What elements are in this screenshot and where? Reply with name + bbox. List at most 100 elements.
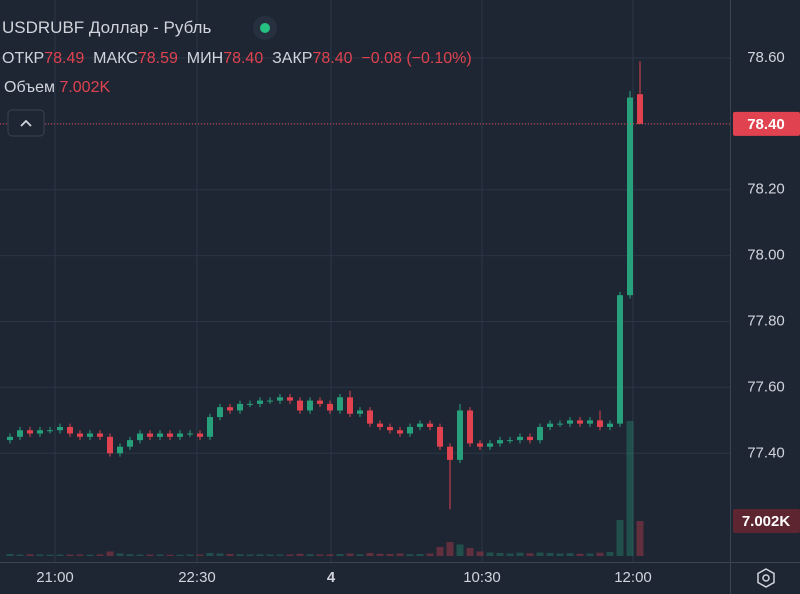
volume-bar <box>406 554 414 556</box>
candle-body <box>597 420 603 427</box>
candle-body <box>347 397 353 414</box>
volume-bar <box>226 554 234 556</box>
volume-bar <box>386 554 394 556</box>
volume-bar <box>236 554 244 556</box>
volume-bar <box>376 553 384 556</box>
volume-bar <box>96 554 104 556</box>
change: −0.08 (−0.10%) <box>361 50 472 67</box>
volume-bar <box>606 552 614 556</box>
candle-body <box>467 410 473 444</box>
x-tick-label: 21:00 <box>36 569 74 586</box>
candle-body <box>497 440 503 444</box>
candle-body <box>327 403 333 411</box>
candle-body <box>617 295 623 424</box>
candle-body <box>287 397 293 401</box>
volume-bar <box>626 421 634 556</box>
candle-body <box>567 420 573 424</box>
candle-body <box>257 400 263 404</box>
candle-body <box>37 430 43 434</box>
settings-icon-center <box>762 574 770 582</box>
low-label: МИН <box>186 50 224 67</box>
candle-body <box>517 436 523 441</box>
volume-bar <box>566 553 574 556</box>
volume-bar <box>206 553 214 556</box>
candle-body <box>447 446 453 460</box>
volume-bar <box>56 554 64 556</box>
x-tick-label: 12:00 <box>614 569 652 586</box>
candle-body <box>177 433 183 437</box>
candle-body <box>577 420 583 424</box>
volume-row: Объем 7.002K <box>4 79 110 97</box>
volume-bar <box>506 553 514 556</box>
volume-bar <box>496 553 504 556</box>
candle-body <box>67 426 73 434</box>
volume-bar <box>86 554 94 556</box>
low-value: 78.40 <box>223 50 264 67</box>
x-tick-label: 22:30 <box>178 569 216 586</box>
volume-bar <box>556 553 564 556</box>
volume-bar <box>176 554 184 556</box>
volume-bar <box>26 554 34 556</box>
y-tick-label: 78.60 <box>747 49 785 66</box>
volume-bar <box>16 554 24 556</box>
volume-bar <box>46 554 54 556</box>
volume-bar <box>256 554 264 556</box>
open-value: 78.49 <box>44 50 85 67</box>
candle-body <box>267 400 273 402</box>
candle-body <box>407 426 413 434</box>
volume-bar <box>246 554 254 556</box>
ohlc-row: ОТКР78.49 МАКС78.59 МИН78.40 ЗАКР78.40 −… <box>2 50 472 68</box>
volume-bar <box>526 553 534 556</box>
candle-body <box>547 423 553 427</box>
last-price-label: 78.40 <box>747 116 785 133</box>
volume-bar <box>186 554 194 556</box>
candle-body <box>77 433 83 437</box>
candle-body <box>17 430 23 437</box>
candle-body <box>337 397 343 411</box>
candle-body <box>207 417 213 437</box>
collapse-button[interactable] <box>7 109 45 137</box>
candle-body <box>217 407 223 418</box>
volume-bar <box>106 551 114 556</box>
volume-bar <box>306 554 314 556</box>
volume-bar <box>296 553 304 556</box>
candle-body <box>157 433 163 437</box>
candle-body <box>7 436 13 441</box>
volume-bar <box>336 554 344 556</box>
volume-bar <box>326 554 334 556</box>
candle-body <box>277 397 283 401</box>
high-value: 78.59 <box>137 50 178 67</box>
volume-bar <box>156 554 164 556</box>
candle-body <box>107 436 113 454</box>
candle-body <box>317 400 323 404</box>
symbol-row: USDRUBF Доллар - Рубль <box>2 18 211 38</box>
volume-bar <box>6 554 14 556</box>
volume-bar <box>546 553 554 556</box>
candle-body <box>227 407 233 411</box>
volume-bar <box>436 547 444 556</box>
volume-bar <box>346 553 354 556</box>
volume-bar <box>66 554 74 556</box>
close-label: ЗАКР <box>272 50 313 67</box>
x-tick-label: 4 <box>327 569 336 586</box>
candle-body <box>377 423 383 427</box>
candle-body <box>457 410 463 460</box>
last-volume-badge <box>733 508 800 533</box>
volume-bar <box>316 554 324 556</box>
volume-bar <box>516 552 524 556</box>
candle-body <box>307 400 313 411</box>
volume-bar <box>456 544 464 556</box>
volume-bar <box>416 554 424 556</box>
volume-bar <box>276 554 284 556</box>
candle-body <box>47 430 53 432</box>
volume-bar <box>116 553 124 556</box>
candle-body <box>137 433 143 441</box>
candle-body <box>587 420 593 424</box>
candle-body <box>417 423 423 427</box>
volume-bar <box>426 553 434 556</box>
settings-icon[interactable] <box>757 568 775 588</box>
volume-bar <box>196 554 204 556</box>
volume-bar <box>166 554 174 556</box>
